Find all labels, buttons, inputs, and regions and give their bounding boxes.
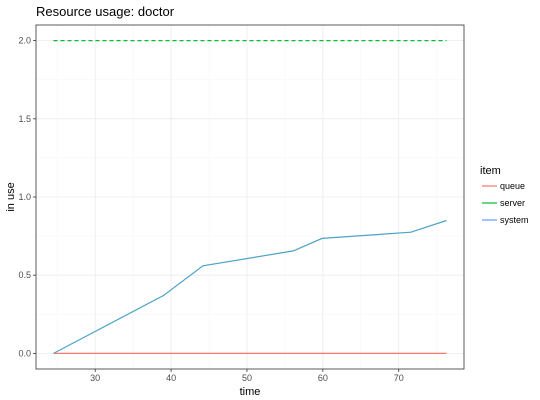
y-axis: 0.0 0.5 1.0 1.5 2.0 bbox=[18, 36, 36, 358]
x-tick-label: 40 bbox=[166, 373, 176, 383]
x-tick-label: 70 bbox=[394, 373, 404, 383]
y-tick-label: 1.0 bbox=[18, 192, 31, 202]
x-tick-label: 60 bbox=[318, 373, 328, 383]
legend-label-server: server bbox=[500, 198, 525, 208]
series-line-system bbox=[53, 219, 447, 354]
x-axis: 30 40 50 60 70 bbox=[90, 369, 404, 383]
y-tick-label: 0.5 bbox=[18, 270, 31, 280]
series-lines bbox=[53, 39, 447, 354]
legend-label-system: system bbox=[500, 215, 529, 225]
x-tick-label: 50 bbox=[242, 373, 252, 383]
y-tick-label: 2.0 bbox=[18, 36, 31, 46]
chart-title: Resource usage: doctor bbox=[36, 4, 175, 19]
y-tick-label: 1.5 bbox=[18, 114, 31, 124]
legend: item queue server system bbox=[480, 165, 529, 225]
x-axis-title: time bbox=[240, 386, 261, 398]
y-axis-title: in use bbox=[5, 182, 17, 211]
legend-label-queue: queue bbox=[500, 181, 525, 191]
legend-title: item bbox=[480, 165, 501, 177]
y-tick-label: 0.0 bbox=[18, 348, 31, 358]
x-tick-label: 30 bbox=[90, 373, 100, 383]
